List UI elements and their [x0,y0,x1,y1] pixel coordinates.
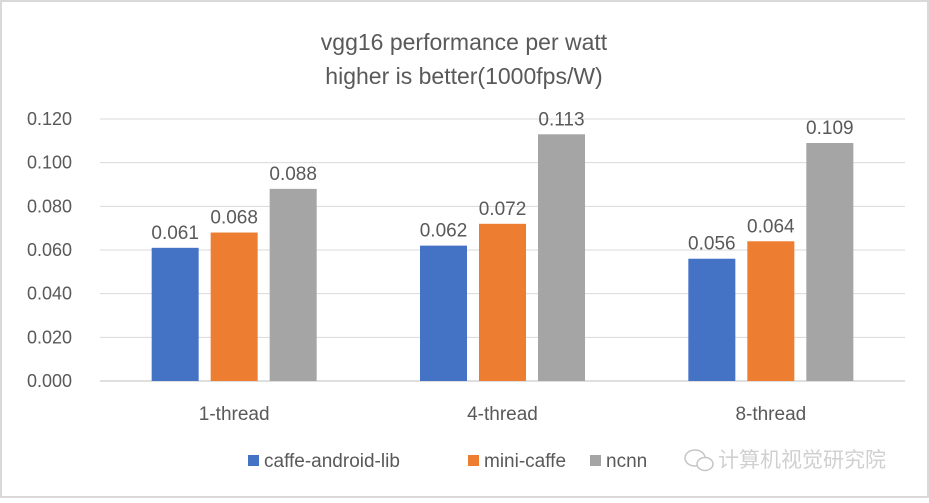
data-label: 0.113 [538,109,584,130]
data-label: 0.068 [210,208,258,229]
x-tick-label: 8-thread [735,404,806,425]
data-label: 0.064 [747,216,795,237]
y-tick-label: 0.060 [27,240,72,260]
data-label: 0.062 [420,221,468,242]
chart-subtitle: higher is better(1000fps/W) [325,63,602,89]
wechat-logo-icon [684,449,714,472]
y-tick-label: 0.020 [27,327,72,347]
data-label: 0.072 [479,199,527,220]
legend-item-mini-caffe: mini-caffe [468,451,566,472]
bar-mini-caffe [747,241,795,381]
y-tick-label: 0.100 [27,153,72,173]
data-label: 0.088 [269,164,317,185]
legend-swatch [248,455,259,466]
chart-title: vgg16 performance per watt [321,29,608,55]
legend-swatch [468,455,479,466]
legend-item-caffe-android-lib: caffe-android-lib [248,451,400,472]
bar-caffe-android-lib [151,247,199,381]
data-label: 0.061 [151,223,199,244]
y-tick-label: 0.120 [27,109,72,129]
watermark: 计算机视觉研究院 [684,449,886,472]
legend-label: ncnn [606,451,647,472]
bar-mini-caffe [479,223,526,381]
x-tick-label: 4-thread [467,404,538,425]
y-tick-label: 0.000 [27,371,72,391]
legend-label: caffe-android-lib [264,451,400,472]
y-tick-label: 0.080 [27,196,72,216]
bar-mini-caffe [210,232,258,381]
watermark-text: 计算机视觉研究院 [718,449,886,472]
legend-swatch [590,455,601,466]
bar-ncnn [269,188,317,381]
legend-item-ncnn: ncnn [590,451,647,472]
bar-ncnn [538,134,585,381]
legend-label: mini-caffe [484,451,566,472]
data-label: 0.056 [688,234,736,255]
bar-caffe-android-lib [688,258,736,381]
bar-ncnn [806,143,854,381]
x-tick-label: 1-thread [199,404,270,425]
bar-caffe-android-lib [420,245,467,381]
data-label: 0.109 [806,118,854,139]
y-tick-label: 0.040 [27,284,72,304]
